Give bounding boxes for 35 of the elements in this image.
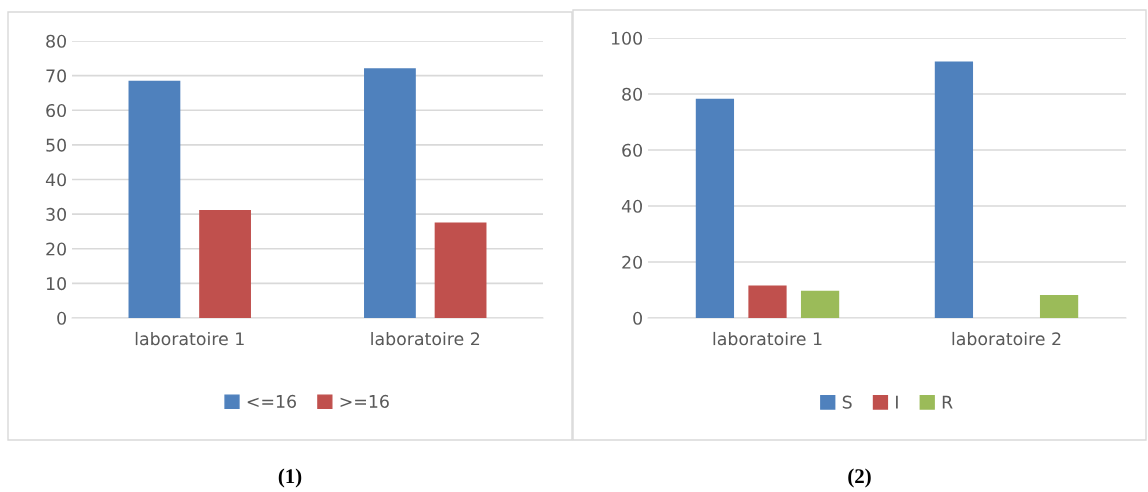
y-tick-label: 0 (633, 311, 642, 325)
legend-label: R (942, 395, 953, 409)
x-tick-label: laboratoire 1 (135, 331, 244, 346)
y-tick-label: 100 (611, 31, 642, 45)
x-tick-label: laboratoire 2 (952, 331, 1061, 346)
legend-label: I (896, 395, 898, 409)
bar (128, 80, 181, 318)
y-tick-label: 80 (46, 34, 66, 48)
y-tick-label: 0 (57, 311, 66, 325)
bar (434, 222, 487, 318)
y-tick-label: 70 (46, 69, 66, 83)
y-tick-label: 20 (622, 255, 642, 269)
bar (695, 98, 735, 318)
text: (2) (848, 468, 871, 488)
y-tick-label: 60 (46, 103, 66, 118)
legend-label: S (842, 395, 852, 409)
bar (1039, 295, 1079, 318)
x-tick-label: laboratoire 2 (371, 331, 480, 346)
bar (934, 61, 974, 318)
bar (748, 285, 787, 318)
y-tick-label: 20 (46, 242, 66, 256)
legend-label: >=16 (340, 394, 389, 408)
y-tick-label: 50 (46, 138, 66, 152)
y-tick-label: 40 (621, 199, 642, 213)
bar (199, 209, 251, 318)
bar (800, 290, 840, 318)
text: (1) (278, 468, 302, 488)
bar (364, 68, 416, 318)
x-tick-label: laboratoire 1 (713, 331, 822, 346)
y-tick-label: 80 (622, 87, 642, 101)
y-tick-label: 60 (622, 143, 642, 157)
y-tick-label: 40 (45, 173, 66, 187)
legend-label: <=16 (247, 394, 296, 408)
y-tick-label: 10 (46, 277, 66, 291)
y-tick-label: 30 (46, 207, 66, 221)
